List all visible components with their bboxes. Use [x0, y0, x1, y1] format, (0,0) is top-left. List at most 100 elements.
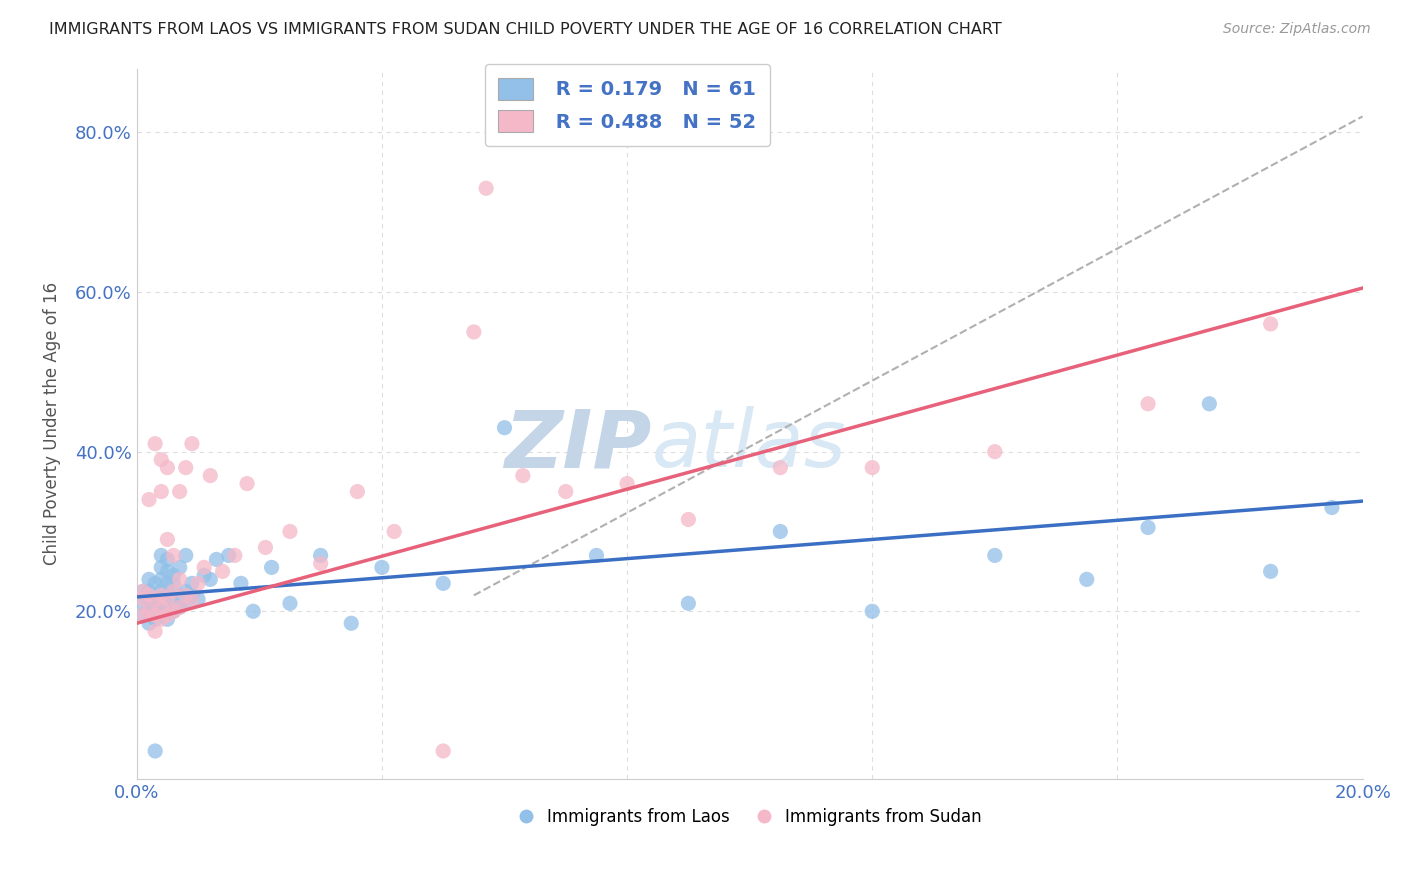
Point [260, 560, 283, 574]
Point [162, 568, 184, 582]
Point [180, 588, 202, 602]
Point [229, 576, 252, 591]
Point [156, 600, 179, 615]
Point [205, 552, 228, 566]
Point [169, 588, 191, 602]
Point [340, 616, 363, 631]
Point [156, 460, 179, 475]
Point [174, 596, 197, 610]
Point [371, 560, 394, 574]
Point [143, 588, 166, 602]
Point [678, 512, 700, 526]
Point [309, 549, 332, 563]
Point [475, 181, 498, 195]
Point [138, 604, 160, 618]
Point [1137, 520, 1160, 534]
Point [132, 596, 155, 610]
Point [162, 576, 184, 591]
Point [236, 476, 259, 491]
Point [278, 524, 301, 539]
Point [860, 460, 883, 475]
Point [984, 549, 1007, 563]
Point [494, 420, 516, 434]
Point [169, 600, 191, 615]
Point [200, 573, 222, 587]
Point [150, 596, 173, 610]
Point [156, 608, 179, 623]
Point [1320, 500, 1343, 515]
Point [432, 744, 454, 758]
Point [138, 616, 160, 631]
Point [187, 576, 209, 591]
Point [143, 600, 166, 615]
Point [156, 588, 179, 602]
Point [169, 484, 191, 499]
Point [132, 592, 155, 607]
Point [156, 565, 179, 579]
Point [180, 436, 202, 450]
Point [132, 608, 155, 623]
Point [180, 576, 202, 591]
Point [138, 604, 160, 618]
Point [463, 325, 485, 339]
Point [174, 584, 197, 599]
Y-axis label: Child Poverty Under the Age of 16: Child Poverty Under the Age of 16 [44, 282, 60, 566]
Point [1137, 397, 1160, 411]
Point [169, 560, 191, 574]
Point [193, 560, 215, 574]
Point [200, 468, 222, 483]
Point [156, 552, 179, 566]
Point [769, 524, 792, 539]
Point [678, 596, 700, 610]
Point [512, 468, 534, 483]
Text: Source: ZipAtlas.com: Source: ZipAtlas.com [1223, 22, 1371, 37]
Point [382, 524, 405, 539]
Point [585, 549, 607, 563]
Point [132, 608, 155, 623]
Point [143, 608, 166, 623]
Point [143, 612, 166, 626]
Point [218, 549, 240, 563]
Point [1198, 397, 1220, 411]
Point [156, 576, 179, 591]
Point [132, 584, 155, 599]
Point [254, 541, 277, 555]
Text: ZIP: ZIP [505, 406, 651, 484]
Point [138, 592, 160, 607]
Point [1260, 565, 1282, 579]
Point [224, 549, 246, 563]
Point [150, 573, 173, 587]
Point [143, 592, 166, 607]
Point [278, 596, 301, 610]
Point [432, 576, 454, 591]
Point [860, 604, 883, 618]
Point [143, 436, 166, 450]
Point [162, 584, 184, 599]
Point [554, 484, 576, 499]
Point [150, 560, 173, 574]
Point [162, 604, 184, 618]
Point [150, 612, 173, 626]
Point [143, 624, 166, 639]
Point [769, 460, 792, 475]
Point [150, 452, 173, 467]
Point [156, 533, 179, 547]
Text: IMMIGRANTS FROM LAOS VS IMMIGRANTS FROM SUDAN CHILD POVERTY UNDER THE AGE OF 16 : IMMIGRANTS FROM LAOS VS IMMIGRANTS FROM … [49, 22, 1002, 37]
Point [143, 744, 166, 758]
Point [616, 476, 638, 491]
Point [150, 588, 173, 602]
Point [984, 444, 1007, 458]
Point [1076, 573, 1098, 587]
Point [193, 568, 215, 582]
Point [138, 573, 160, 587]
Point [174, 588, 197, 602]
Point [132, 584, 155, 599]
Point [187, 592, 209, 607]
Point [150, 584, 173, 599]
Point [138, 584, 160, 599]
Point [169, 573, 191, 587]
Legend: Immigrants from Laos, Immigrants from Sudan: Immigrants from Laos, Immigrants from Su… [509, 800, 990, 835]
Point [242, 604, 264, 618]
Point [150, 484, 173, 499]
Point [174, 549, 197, 563]
